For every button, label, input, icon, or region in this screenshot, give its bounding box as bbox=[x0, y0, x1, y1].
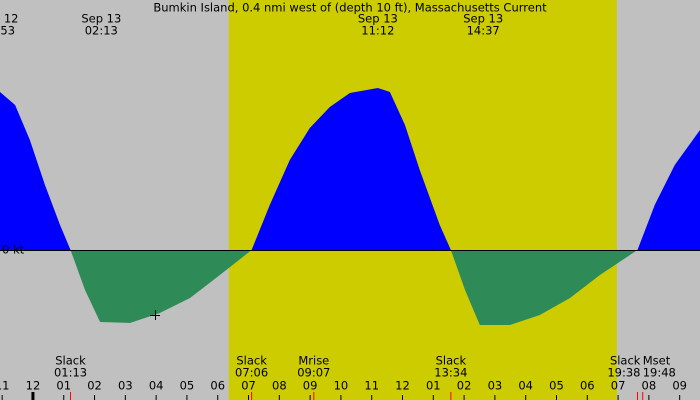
event-time: 13:34 bbox=[434, 366, 467, 380]
top-time: 14:37 bbox=[467, 24, 500, 38]
x-tick-label: 09 bbox=[303, 379, 318, 393]
event-name: Slack bbox=[55, 354, 86, 368]
event-name: Mrise bbox=[298, 354, 329, 368]
x-tick-label: 05 bbox=[549, 379, 564, 393]
top-date: Sep 12 bbox=[0, 12, 18, 26]
event-time: 19:38 bbox=[607, 366, 640, 380]
event-time: 07:06 bbox=[235, 366, 268, 380]
event-name: Mset bbox=[643, 354, 671, 368]
x-tick-label: 04 bbox=[149, 379, 164, 393]
chart-title: Bumkin Island, 0.4 nmi west of (depth 10… bbox=[153, 1, 547, 15]
x-tick-label: 02 bbox=[87, 379, 102, 393]
top-date: Sep 13 bbox=[358, 12, 398, 26]
x-tick-label: 01 bbox=[426, 379, 441, 393]
x-tick-label: 12 bbox=[395, 379, 410, 393]
x-tick-label: 02 bbox=[457, 379, 472, 393]
current-area bbox=[637, 130, 700, 250]
event-name: Slack bbox=[236, 354, 267, 368]
x-tick-label: 04 bbox=[518, 379, 533, 393]
x-tick-label: 09 bbox=[672, 379, 687, 393]
event-time: 19:48 bbox=[643, 366, 676, 380]
top-date: Sep 13 bbox=[81, 12, 121, 26]
event-time: 01:13 bbox=[54, 366, 87, 380]
y-tick-label: 0 kt bbox=[2, 243, 25, 257]
top-time: 02:13 bbox=[85, 24, 118, 38]
event-time: 09:07 bbox=[297, 366, 330, 380]
x-tick-label: 11 bbox=[0, 379, 9, 393]
current-area bbox=[0, 92, 71, 250]
x-tick-label: 05 bbox=[180, 379, 195, 393]
x-tick-label: 07 bbox=[241, 379, 256, 393]
event-name: Slack bbox=[610, 354, 641, 368]
x-tick-label: 11 bbox=[364, 379, 379, 393]
x-tick-label: 08 bbox=[272, 379, 287, 393]
event-name: Slack bbox=[436, 354, 467, 368]
top-time: 22:53 bbox=[0, 24, 15, 38]
x-tick-label: 10 bbox=[334, 379, 349, 393]
current-area bbox=[251, 88, 451, 250]
x-tick-label: 06 bbox=[580, 379, 595, 393]
x-tick-label: 03 bbox=[118, 379, 133, 393]
x-tick-label: 01 bbox=[56, 379, 71, 393]
x-tick-label: 07 bbox=[611, 379, 626, 393]
x-tick-label: 12 bbox=[26, 379, 41, 393]
top-time: 11:12 bbox=[361, 24, 394, 38]
top-date: Sep 13 bbox=[463, 12, 503, 26]
current-area bbox=[450, 250, 638, 325]
x-tick-label: 03 bbox=[488, 379, 503, 393]
cursor bbox=[150, 310, 160, 320]
current-area bbox=[70, 250, 252, 323]
x-tick-label: 08 bbox=[642, 379, 657, 393]
x-tick-label: 06 bbox=[210, 379, 225, 393]
